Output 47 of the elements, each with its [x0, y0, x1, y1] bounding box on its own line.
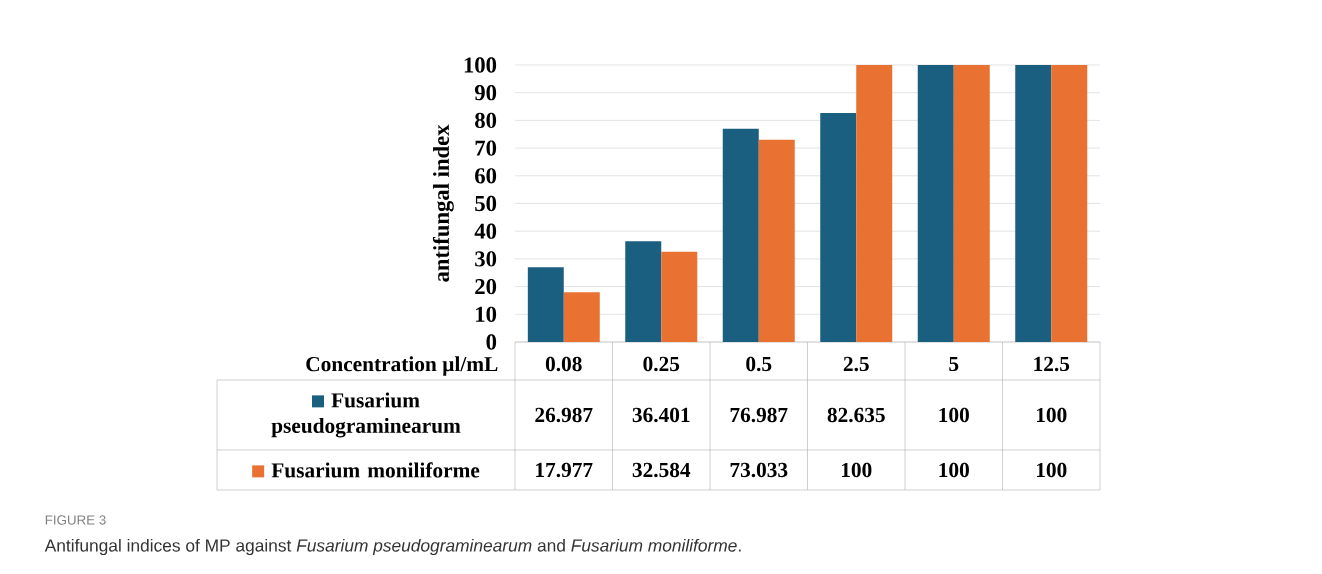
data-label: 100: [939, 462, 969, 478]
data-label: 32.584: [632, 462, 691, 478]
data-label: 82.635: [827, 407, 885, 423]
bar: [820, 113, 857, 342]
bar: [917, 64, 954, 342]
y-axis-title: antifungal index: [432, 124, 454, 282]
data-label: 36.401: [632, 407, 690, 423]
data-label: 100: [939, 407, 969, 423]
y-tick-label: 30: [475, 251, 497, 267]
caption: FIGURE 3: [45, 515, 106, 525]
x-tick-label: 2.5: [843, 356, 869, 372]
x-tick-label: 5: [949, 356, 959, 372]
bar: [758, 139, 795, 342]
bar: [1015, 64, 1052, 342]
x-tick-label: 0.08: [545, 356, 582, 372]
bar: [527, 267, 564, 342]
y-tick-label: 70: [475, 140, 497, 156]
bar: [1051, 64, 1088, 342]
x-tick-label: 0.25: [643, 356, 680, 372]
text: Antifungal indices of MP against Fusarium pseudograminearum and Fusarium moniliforme.: [44, 538, 741, 556]
y-tick-label: 80: [475, 112, 497, 129]
data-label: 100: [1036, 462, 1067, 478]
x-tick-label: 0.5: [746, 356, 772, 372]
y-tick-label: 50: [475, 195, 497, 212]
legend-label: Fusarium moniliforme: [271, 462, 480, 478]
bar: [563, 292, 600, 342]
bar: [856, 64, 893, 342]
x-axis-title: Concentration µl/mL: [306, 356, 498, 376]
y-tick-label: 0: [486, 334, 497, 350]
y-tick-label: 90: [474, 85, 497, 101]
x-tick-label: 12.5: [1034, 356, 1070, 372]
data-label: 100: [841, 462, 872, 478]
bar: [661, 251, 698, 342]
bar: [953, 64, 990, 342]
data-label: 76.987: [730, 407, 788, 423]
legend-label: Fusarium pseudograminearum: [271, 392, 461, 438]
data-label: 73.033: [730, 462, 788, 478]
data-label: 100: [1036, 407, 1067, 423]
y-tick-label: 40: [474, 223, 497, 239]
y-tick-label: 20: [475, 278, 497, 295]
y-tick-label: 10: [476, 306, 497, 322]
y-tick-label: 100: [464, 57, 497, 73]
bar: [722, 128, 759, 342]
data-label: 26.987: [535, 407, 593, 423]
y-tick-label: 60: [475, 168, 497, 184]
data-label: 17.977: [536, 462, 593, 478]
bar: [625, 241, 662, 342]
